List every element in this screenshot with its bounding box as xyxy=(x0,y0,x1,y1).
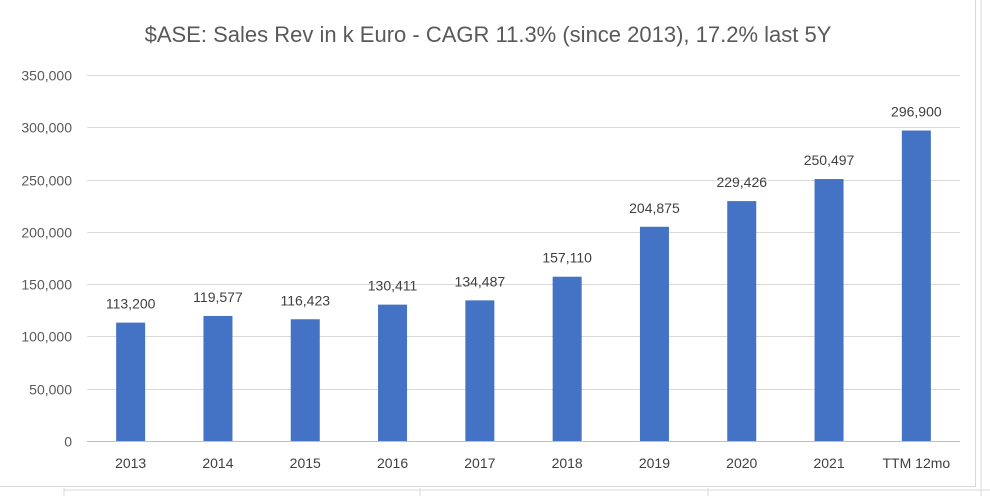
bar[interactable] xyxy=(116,322,146,441)
chart-title: $ASE: Sales Rev in k Euro - CAGR 11.3% (… xyxy=(145,22,832,47)
y-tick-label: 200,000 xyxy=(21,225,72,241)
y-tick-label: 300,000 xyxy=(21,120,72,136)
data-label: 119,577 xyxy=(193,289,243,305)
x-tick-label: 2016 xyxy=(377,455,408,471)
data-label: 296,900 xyxy=(891,104,942,120)
data-labels: 113,200 119,577 116,423 130,411 134,487 157,1… xyxy=(106,104,942,312)
bar[interactable] xyxy=(290,319,320,441)
y-tick-label: 0 xyxy=(64,434,72,450)
y-axis-ticks: 0 50,000 100,000 150,000 200,000 250,000 300,0… xyxy=(21,68,72,450)
data-label: 204,875 xyxy=(629,200,680,216)
y-tick-label: 100,000 xyxy=(21,329,72,345)
data-label: 134,487 xyxy=(455,273,506,289)
y-tick-label: 50,000 xyxy=(29,382,72,398)
bars xyxy=(116,130,931,442)
x-tick-label: 2014 xyxy=(202,455,233,471)
x-tick-label: 2018 xyxy=(552,455,583,471)
x-tick-label: 2019 xyxy=(639,455,670,471)
bar[interactable] xyxy=(727,201,757,441)
bar[interactable] xyxy=(814,179,844,442)
x-axis-ticks: 2013 2014 2015 2016 2017 2018 2019 2020 2021 TTM … xyxy=(115,455,950,471)
x-tick-label: 2021 xyxy=(813,455,844,471)
data-label: 130,411 xyxy=(368,278,418,294)
x-tick-label: TTM 12mo xyxy=(883,455,951,471)
data-label: 157,110 xyxy=(542,250,592,266)
bar-chart: $ASE: Sales Rev in k Euro - CAGR 11.3% (… xyxy=(21,22,960,471)
y-tick-label: 250,000 xyxy=(21,173,72,189)
data-label: 229,426 xyxy=(716,174,767,190)
data-label: 250,497 xyxy=(804,152,855,168)
y-tick-label: 150,000 xyxy=(21,277,72,293)
x-tick-label: 2013 xyxy=(115,455,146,471)
y-tick-label: 350,000 xyxy=(21,68,72,84)
chart-area[interactable]: $ASE: Sales Rev in k Euro - CAGR 11.3% (… xyxy=(0,0,976,487)
bar[interactable] xyxy=(639,226,669,441)
bar[interactable] xyxy=(465,300,495,441)
bar[interactable] xyxy=(378,304,408,441)
x-tick-label: 2015 xyxy=(290,455,321,471)
bar[interactable] xyxy=(552,276,582,441)
x-tick-label: 2020 xyxy=(726,455,757,471)
bar[interactable] xyxy=(901,130,931,441)
gridlines xyxy=(87,75,960,442)
data-label: 116,423 xyxy=(280,292,330,308)
data-label: 113,200 xyxy=(106,296,156,312)
bar[interactable] xyxy=(203,315,233,441)
x-tick-label: 2017 xyxy=(464,455,495,471)
